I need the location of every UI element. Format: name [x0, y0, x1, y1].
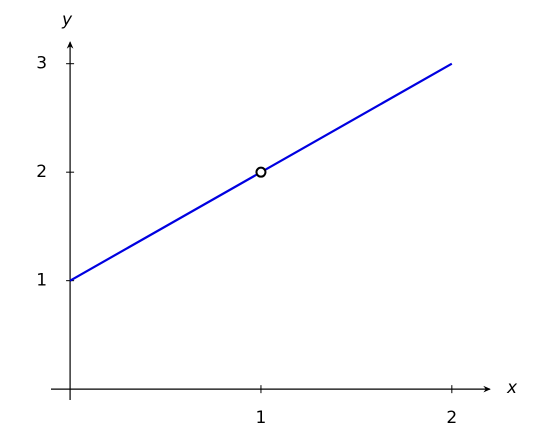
y-tick-label: 3 [36, 54, 47, 74]
open-point [255, 166, 267, 178]
x-tick-label: 1 [256, 408, 267, 428]
x-tick-label: 2 [446, 408, 457, 428]
y-axis-label: y [61, 10, 73, 30]
y-tick-label: 1 [36, 271, 47, 291]
x-axis-label: x [506, 378, 518, 398]
y-tick-label: 2 [36, 162, 47, 182]
